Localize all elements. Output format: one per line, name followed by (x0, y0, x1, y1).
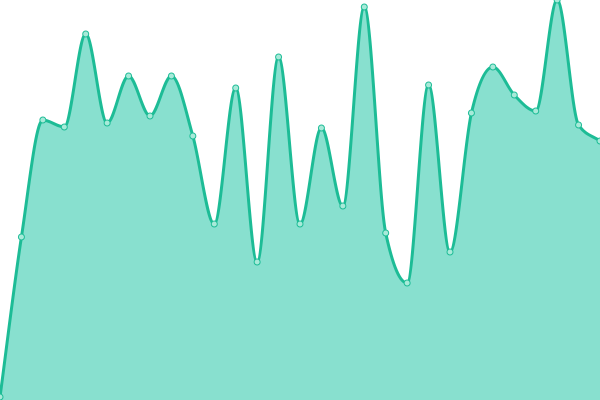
data-point-2 (39, 116, 47, 124)
data-point-20 (425, 81, 433, 89)
data-point-17 (360, 3, 368, 11)
data-point-3 (60, 123, 68, 131)
data-point-21 (446, 248, 454, 256)
data-point-14 (296, 220, 304, 228)
data-point-28 (596, 137, 600, 145)
data-point-10 (210, 220, 218, 228)
data-point-7 (146, 112, 154, 120)
data-point-16 (339, 202, 347, 210)
data-point-6 (125, 72, 133, 80)
data-point-24 (510, 91, 518, 99)
data-point-19 (403, 279, 411, 287)
data-point-4 (82, 30, 90, 38)
data-point-15 (317, 124, 325, 132)
data-point-8 (167, 72, 175, 80)
data-point-13 (275, 53, 283, 61)
data-point-1 (17, 233, 25, 241)
data-point-25 (532, 107, 540, 115)
data-point-12 (253, 258, 261, 266)
data-point-27 (575, 121, 583, 129)
data-point-23 (489, 63, 497, 71)
data-point-22 (467, 109, 475, 117)
data-point-9 (189, 132, 197, 140)
data-point-11 (232, 84, 240, 92)
data-point-5 (103, 119, 111, 127)
data-point-0 (0, 393, 4, 400)
data-point-18 (382, 229, 390, 237)
data-point-26 (553, 0, 561, 4)
